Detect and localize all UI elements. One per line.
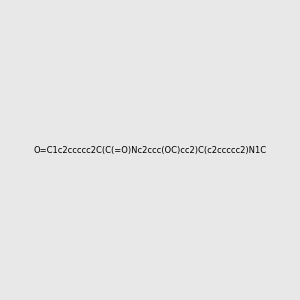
Text: O=C1c2ccccc2C(C(=O)Nc2ccc(OC)cc2)C(c2ccccc2)N1C: O=C1c2ccccc2C(C(=O)Nc2ccc(OC)cc2)C(c2ccc… — [33, 146, 267, 154]
